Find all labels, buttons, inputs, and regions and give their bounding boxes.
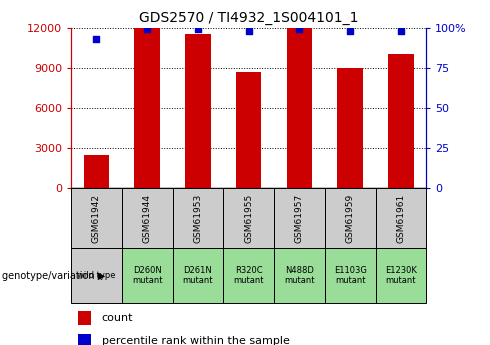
Bar [172, 248, 223, 303]
Title: GDS2570 / TI4932_1S004101_1: GDS2570 / TI4932_1S004101_1 [139, 11, 358, 25]
Text: GSM61957: GSM61957 [295, 194, 304, 243]
Text: D260N
mutant: D260N mutant [132, 266, 162, 285]
Point [245, 28, 253, 33]
Bar [185, 34, 211, 188]
Text: R320C
mutant: R320C mutant [233, 266, 264, 285]
Point [93, 36, 100, 42]
Bar [338, 68, 363, 188]
Bar [122, 188, 172, 248]
Text: N488D
mutant: N488D mutant [284, 266, 315, 285]
Text: GSM61955: GSM61955 [244, 194, 253, 243]
Bar [274, 188, 325, 248]
Bar [71, 188, 122, 248]
Point [194, 27, 202, 32]
Text: percentile rank within the sample: percentile rank within the sample [101, 336, 290, 345]
Bar [78, 310, 91, 325]
Bar [375, 188, 426, 248]
Text: count: count [101, 313, 133, 323]
Bar [134, 28, 160, 188]
Text: wild type: wild type [77, 271, 116, 280]
Bar [172, 188, 223, 248]
Bar [325, 248, 375, 303]
Bar [84, 155, 109, 188]
Point [295, 27, 303, 32]
Text: GSM61942: GSM61942 [92, 194, 101, 243]
Bar [78, 334, 91, 345]
Text: GSM61944: GSM61944 [143, 194, 152, 243]
Point [397, 28, 405, 33]
Bar [375, 248, 426, 303]
Text: genotype/variation ▶: genotype/variation ▶ [2, 270, 106, 280]
Bar [388, 54, 414, 188]
Bar [287, 28, 312, 188]
Bar [122, 248, 172, 303]
Text: GSM61959: GSM61959 [345, 194, 355, 243]
Text: GSM61961: GSM61961 [396, 194, 405, 243]
Bar [325, 188, 375, 248]
Bar [223, 248, 274, 303]
Bar [71, 248, 122, 303]
Point [346, 28, 354, 33]
Bar [223, 188, 274, 248]
Text: GSM61953: GSM61953 [194, 194, 202, 243]
Bar [274, 248, 325, 303]
Point [143, 27, 151, 32]
Bar [236, 72, 261, 188]
Text: D261N
mutant: D261N mutant [183, 266, 213, 285]
Text: E1103G
mutant: E1103G mutant [334, 266, 367, 285]
Text: E1230K
mutant: E1230K mutant [385, 266, 417, 285]
